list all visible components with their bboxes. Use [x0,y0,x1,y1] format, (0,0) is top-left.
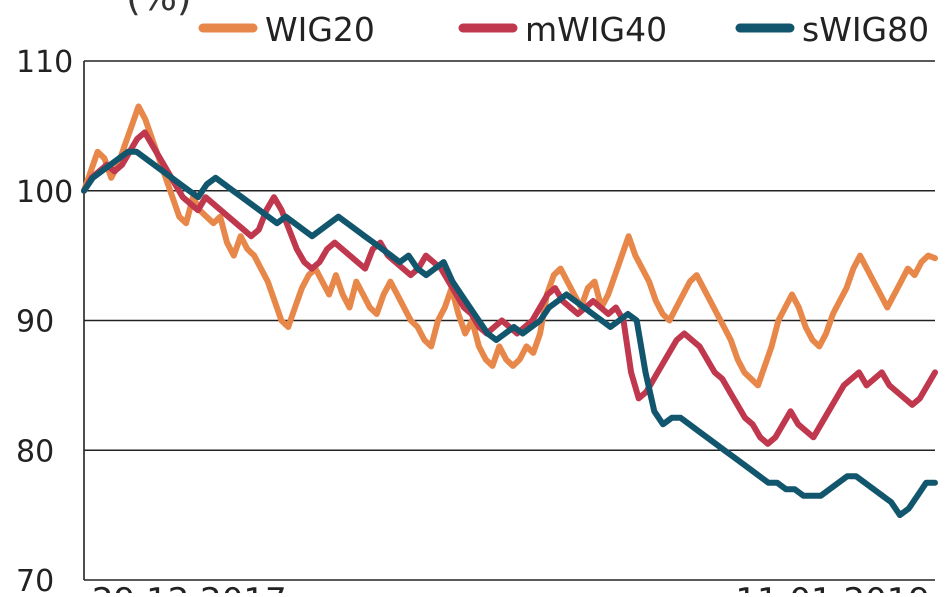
grid [84,60,935,581]
x-tick-label-start: 29.12.2017 [92,581,287,593]
x-axis: 29.12.2017 11.01.2019 [92,581,930,597]
series-line-swig80 [81,148,938,519]
legend: WIG20 mWIG40 sWIG80 [198,10,929,49]
x-tick-label-end: 11.01.2019 [735,581,930,593]
y-tick-label: 80 [16,434,54,469]
y-tick-label: 90 [16,305,54,340]
series-group [81,103,938,519]
legend-label-swig80: sWIG80 [802,10,929,49]
legend-label-wig20: WIG20 [265,10,375,49]
y-tick-label: 110 [16,45,73,80]
chart-title-fragment: (%) [126,0,192,19]
y-axis: 70 80 90 100 110 [16,45,85,597]
y-tick-label: 100 [16,175,73,210]
y-tick-label: 70 [16,564,54,593]
series-line-wig20 [81,103,938,389]
legend-label-mwig40: mWIG40 [525,10,667,49]
